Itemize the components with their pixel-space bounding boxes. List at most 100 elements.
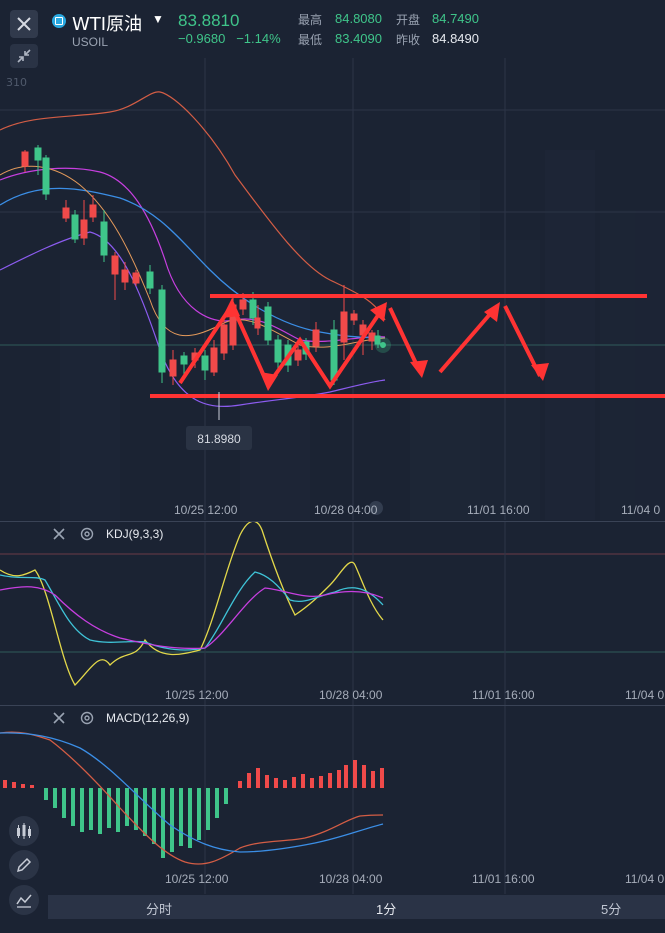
symbol-icon [52,14,66,28]
caret-down-icon[interactable]: ▼ [152,12,164,26]
macd-bar [116,788,120,832]
header: WTI原油 ▼ USOIL 83.8810 −0.9680 −1.14% 最高 … [0,0,665,58]
indicator-button[interactable] [9,885,39,915]
ma-blue-line [0,187,386,339]
macd-bar [371,771,375,788]
macd-bar [328,773,332,788]
candle [21,150,29,172]
price-change: −0.9680 −1.14% [178,31,281,46]
low-value: 83.4090 [335,31,382,46]
zigzag-arrow-4 [503,305,542,377]
open-label: 开盘 [396,13,421,27]
macd-bar [152,788,156,844]
high-value: 84.8080 [335,11,382,26]
macd-bar [30,785,34,788]
pencil-icon [16,857,32,873]
symbol-name[interactable]: WTI原油 [72,14,143,35]
open-value: 84.7490 [432,11,479,26]
macd-bar [265,775,269,788]
macd-bar [256,768,260,788]
kdj-chart[interactable] [0,522,665,705]
timeframe-1min[interactable]: 1分 [376,902,397,917]
macd-bar [3,780,7,788]
candle [312,322,320,352]
macd-bar [53,788,57,808]
candle [89,195,97,222]
main-time-label-3: 11/01 16:00 [467,503,530,517]
low-label: 最低 [298,33,323,47]
candles-icon [17,823,31,839]
indicator-icon [16,894,32,908]
candle [264,302,272,345]
macd-time-label-1: 10/25 12:00 [165,872,229,886]
macd-bar [197,788,201,840]
macd-bar [310,778,314,788]
candle [111,252,119,300]
arrowheads [222,298,549,391]
close-icon [17,17,31,31]
candle [201,350,209,380]
prev-close-label: 昨收 [396,33,421,47]
macd-bar [188,788,192,848]
macd-bar [344,765,348,788]
shrink-button[interactable] [10,44,38,68]
macd-dif-line [0,731,384,865]
prev-close-value: 84.8490 [432,31,479,46]
last-price: 83.8810 [178,11,240,30]
close-icon [53,528,65,540]
main-time-label-4: 11/04 0 [621,503,661,517]
macd-bar [21,784,25,788]
macd-bar [292,777,296,788]
ma-magenta-line [0,167,386,343]
macd-chart[interactable] [0,706,665,894]
low-marker-box [186,426,252,450]
kdj-j-line [0,522,384,687]
close-icon [53,712,65,724]
macd-bar [179,788,183,846]
macd-histogram [3,760,384,858]
drawn-annotations [150,294,665,398]
candle [62,200,70,222]
macd-bar [247,773,251,788]
candle [71,210,79,243]
price-scale-stub: 310 [6,76,27,89]
symbol-code: USOIL [72,35,109,49]
macd-bar [380,768,384,788]
candle [169,350,177,385]
timeframe-5min[interactable]: 5分 [601,902,622,917]
candle [121,262,129,290]
kdj-k-line [0,571,384,651]
change-value: −0.9680 [178,31,226,46]
candle [274,335,282,372]
macd-bar [134,788,138,830]
pane-separator [0,705,665,706]
timeframe-tick[interactable]: 分时 [146,902,173,917]
macd-bar [161,788,165,858]
macd-bar [62,788,66,818]
low-marker-label: 81.8980 [197,432,241,446]
draw-tool-button[interactable] [9,850,39,880]
timeframe-bar [48,895,665,919]
main-time-label-2: 10/28 04:00 [314,503,378,517]
candles-button[interactable] [9,816,39,846]
kdj-close-button[interactable] [52,527,66,541]
high-label: 最高 [298,13,323,27]
gear-icon[interactable] [80,527,94,541]
macd-bar [224,788,228,804]
main-chart[interactable]: 81.8980 [0,58,665,520]
close-button[interactable] [10,10,38,38]
ma-orange-line [0,165,386,348]
candle [146,265,154,294]
macd-bar [12,782,16,788]
macd-label: MACD(12,26,9) [106,711,190,725]
macd-header: MACD(12,26,9) [52,708,189,728]
candlesticks [21,145,381,385]
macd-bar [170,788,174,852]
macd-close-button[interactable] [52,711,66,725]
gear-icon[interactable] [80,711,94,725]
macd-bar [215,788,219,818]
last-price-dot [380,342,386,348]
candle [350,310,358,325]
kdj-time-label-4: 11/04 0 [625,688,665,702]
candle [210,340,218,376]
